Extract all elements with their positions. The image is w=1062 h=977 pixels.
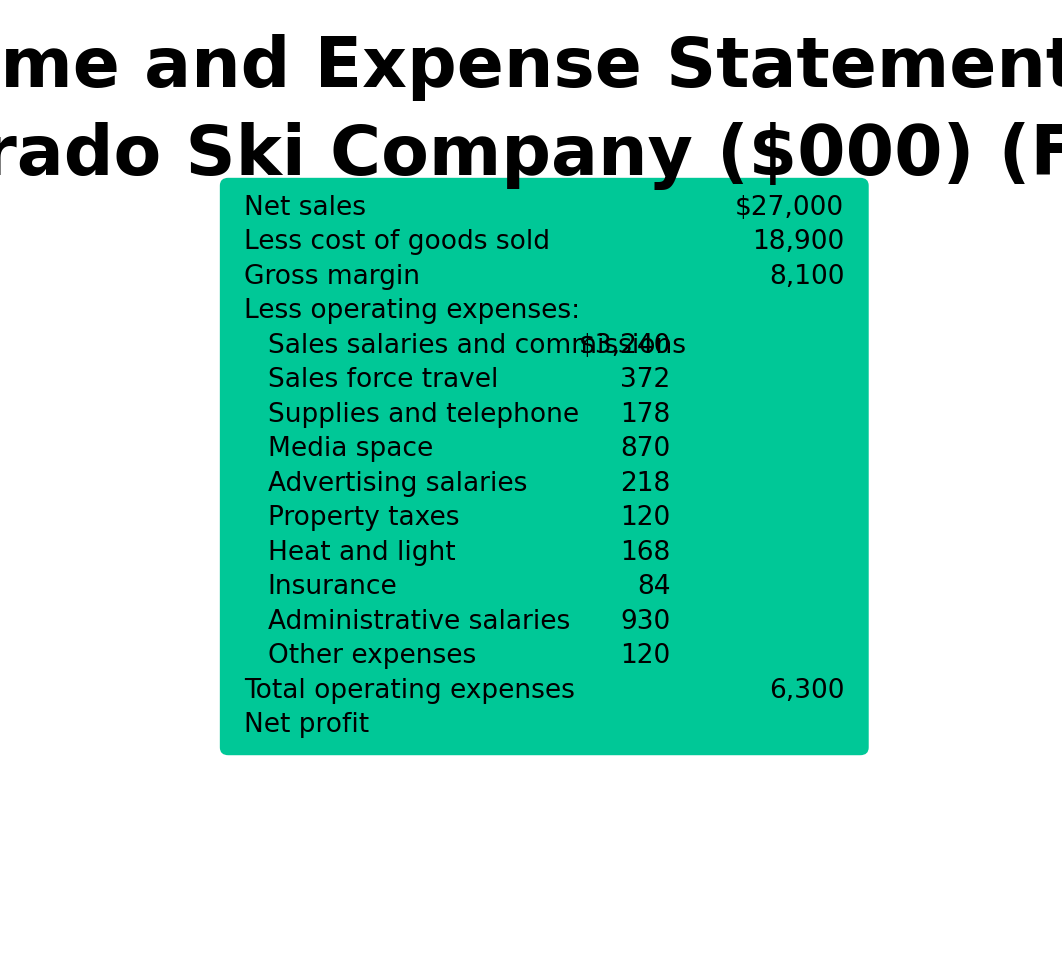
Text: 6,300: 6,300 (769, 677, 844, 703)
Text: Income and Expense Statement, 20: Income and Expense Statement, 20 (0, 34, 1062, 102)
Text: Supplies and telephone: Supplies and telephone (268, 402, 579, 428)
Text: Administrative salaries: Administrative salaries (268, 609, 570, 635)
Text: 120: 120 (620, 643, 670, 669)
Text: $27,000: $27,000 (735, 195, 844, 221)
Text: Insurance: Insurance (268, 574, 397, 600)
Text: Net sales: Net sales (244, 195, 366, 221)
Text: 218: 218 (620, 471, 670, 496)
Text: 930: 930 (620, 609, 670, 635)
Text: Heat and light: Heat and light (268, 539, 456, 566)
Text: Less operating expenses:: Less operating expenses: (244, 298, 581, 324)
Text: 84: 84 (637, 574, 670, 600)
Text: Colorado Ski Company ($000) (Fig. 1: Colorado Ski Company ($000) (Fig. 1 (0, 122, 1062, 191)
Text: Media space: Media space (268, 437, 433, 462)
Text: Sales force travel: Sales force travel (268, 367, 498, 394)
Text: 372: 372 (620, 367, 670, 394)
Text: 870: 870 (620, 437, 670, 462)
Text: Other expenses: Other expenses (268, 643, 476, 669)
Text: 18,900: 18,900 (752, 230, 844, 256)
Text: Gross margin: Gross margin (244, 264, 421, 290)
Text: Advertising salaries: Advertising salaries (268, 471, 527, 496)
Text: Less cost of goods sold: Less cost of goods sold (244, 230, 550, 256)
Text: 120: 120 (620, 505, 670, 531)
Text: 178: 178 (620, 402, 670, 428)
Text: Net profit: Net profit (244, 712, 370, 738)
Text: $3,240: $3,240 (579, 333, 670, 359)
Text: Property taxes: Property taxes (268, 505, 459, 531)
Text: Total operating expenses: Total operating expenses (244, 677, 576, 703)
Text: 168: 168 (620, 539, 670, 566)
Text: Sales salaries and commissions: Sales salaries and commissions (268, 333, 686, 359)
Text: 8,100: 8,100 (769, 264, 844, 290)
